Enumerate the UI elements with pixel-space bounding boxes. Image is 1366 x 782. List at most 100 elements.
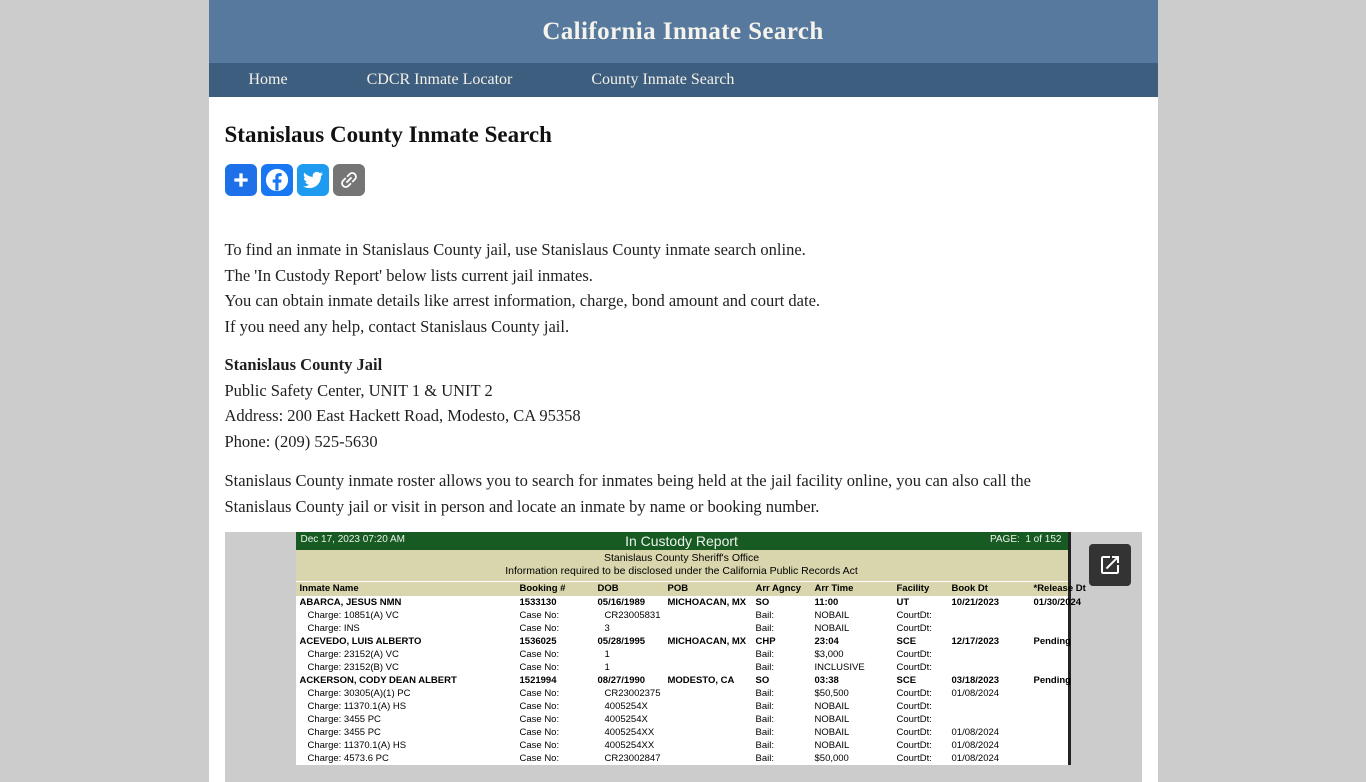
jail-name: Stanislaus County Jail (224, 355, 383, 374)
case-number: CR23002375 (604, 688, 661, 699)
report-org: Stanislaus County Sheriff's Office (603, 552, 760, 564)
report-disclosure: Information required to be disclosed und… (505, 565, 858, 577)
open-report-button[interactable] (1088, 544, 1131, 586)
inmate-name: ACEVEDO, LUIS ALBERTO (299, 636, 422, 647)
facebook-share-button[interactable] (260, 164, 293, 196)
report-page-info: 1 of 152 (1025, 534, 1062, 545)
case-number: 1 (604, 649, 610, 660)
pob: MODESTO, CA (667, 675, 735, 686)
courtdt-label: CourtDt: (896, 688, 932, 699)
report-page-indicator: PAGE: 1 of 152 (990, 534, 1062, 545)
open-in-new-icon (1100, 556, 1119, 574)
column-header: Inmate Name (299, 583, 359, 594)
case-no-label: Case No: (519, 610, 560, 621)
intro-line: To find an inmate in Stanislaus County j… (224, 240, 806, 259)
courtdt-label: CourtDt: (896, 714, 932, 725)
nav-item-county-inmate-search[interactable]: County Inmate Search (591, 71, 735, 88)
dob: 05/16/1989 (597, 597, 646, 608)
bail-label: Bail: (755, 649, 774, 660)
site-title[interactable]: California Inmate Search (542, 17, 824, 45)
report-frame: Dec 17, 2023 07:20 AM In Custody Report … (224, 532, 1142, 782)
charge: Charge: 3455 PC (307, 727, 381, 738)
charge: Charge: 3455 PC (307, 714, 381, 725)
page-title: Stanislaus County Inmate Search (224, 122, 552, 147)
arrest-time: 03:38 (814, 675, 839, 686)
column-header: Arr Time (814, 583, 854, 594)
facility: SCE (896, 636, 917, 647)
book-date: 12/17/2023 (951, 636, 1000, 647)
release-date: Pending (1033, 636, 1071, 647)
case-no-label: Case No: (519, 623, 560, 634)
bail-amount: $50,500 (814, 688, 849, 699)
charge-row: Charge: 4573.6 PC Case No: CR23002847 Bail:… (296, 752, 1068, 765)
arrest-time: 23:04 (814, 636, 839, 647)
release-date: 01/30/2024 (1033, 597, 1082, 608)
case-no-label: Case No: (519, 701, 560, 712)
bail-label: Bail: (755, 662, 774, 673)
courtdt-label: CourtDt: (896, 727, 932, 738)
courtdt-label: CourtDt: (896, 701, 932, 712)
bail-label: Bail: (755, 623, 774, 634)
column-header: Facility (896, 583, 930, 594)
report-page-label: PAGE: (989, 534, 1020, 545)
facility: UT (896, 597, 910, 608)
charge-row: Charge: 23152(B) VC Case No: 1 Bail: INCLUSI… (296, 661, 1068, 674)
inmate-row: ABARCA, JESUS NMN 1533130 05/16/1989 MICHOA… (296, 596, 1082, 609)
book-date: 03/18/2023 (951, 675, 1000, 686)
jail-info-block: Stanislaus County Jail Public Safety Cen… (225, 352, 1142, 454)
release-date: Pending (1033, 675, 1071, 686)
courtdt-label: CourtDt: (896, 662, 932, 673)
charge-row: Charge: 30305(A)(1) PC Case No: CR23002375… (296, 687, 1068, 700)
pob: MICHOACAN, MX (667, 597, 747, 608)
charge-row: Charge: 10851(A) VC Case No: CR23005831 Bai… (296, 609, 1068, 622)
arrest-agency: SO (755, 675, 770, 686)
charge: Charge: 4573.6 PC (307, 753, 389, 764)
charge: Charge: 11370.1(A) HS (307, 701, 407, 712)
courtdt-label: CourtDt: (896, 740, 932, 751)
bail-amount: NOBAIL (814, 740, 850, 751)
charge-row: Charge: 3455 PC Case No: 4005254XX Bail: NOB… (296, 726, 1068, 739)
case-no-label: Case No: (519, 714, 560, 725)
column-header: POB (667, 583, 689, 594)
in-custody-report: Dec 17, 2023 07:20 AM In Custody Report … (295, 532, 1086, 765)
bail-amount: $3,000 (814, 649, 844, 660)
link-icon (340, 172, 357, 188)
case-number: 4005254XX (604, 740, 655, 751)
twitter-icon (302, 171, 323, 189)
bail-label: Bail: (755, 727, 774, 738)
bail-label: Bail: (755, 714, 774, 725)
report-subheader: Stanislaus County Sheriff's Office Infor… (295, 550, 1068, 581)
charge: Charge: 11370.1(A) HS (307, 740, 407, 751)
dob: 08/27/1990 (597, 675, 646, 686)
case-no-label: Case No: (519, 740, 560, 751)
dob: 05/28/1995 (597, 636, 646, 647)
charge-row: Charge: 23152(A) VC Case No: 1 Bail: $3,000 C… (296, 648, 1068, 661)
column-header: DOB (597, 583, 619, 594)
case-number: 1 (604, 662, 610, 673)
inmate-row: ACKERSON, CODY DEAN ALBERT 1521994 08/27/1… (296, 674, 1071, 687)
arrest-time: 11:00 (814, 597, 839, 608)
bail-label: Bail: (755, 688, 774, 699)
arrest-agency: CHP (755, 636, 776, 647)
courtdt-label: CourtDt: (896, 610, 932, 621)
arrest-agency: SO (755, 597, 770, 608)
charge: Charge: INS (307, 623, 360, 634)
nav-item-home[interactable]: Home (248, 71, 288, 88)
court-date: 01/08/2024 (951, 688, 1000, 699)
share-button[interactable] (224, 164, 257, 196)
bail-amount: NOBAIL (814, 610, 850, 621)
column-header: Arr Agncy (755, 583, 802, 594)
copy-link-button[interactable] (332, 164, 365, 196)
nav-item-cdcr-inmate-locator[interactable]: CDCR Inmate Locator (366, 71, 513, 88)
facebook-icon (265, 168, 288, 192)
courtdt-label: CourtDt: (896, 623, 932, 634)
charge-row: Charge: 11370.1(A) HS Case No: 4005254X Bai… (296, 700, 1068, 713)
jail-phone: Phone: (209) 525-5630 (224, 431, 378, 451)
bail-amount: NOBAIL (814, 714, 850, 725)
charge: Charge: 23152(B) VC (307, 662, 399, 673)
court-date: 01/08/2024 (951, 727, 1000, 738)
column-header: *Release Dt (1033, 583, 1086, 594)
twitter-share-button[interactable] (296, 164, 329, 196)
charge-row: Charge: INS Case No: 3 Bail: NOBAIL CourtDt: (296, 622, 1068, 635)
site-header: California Inmate Search (208, 0, 1158, 63)
